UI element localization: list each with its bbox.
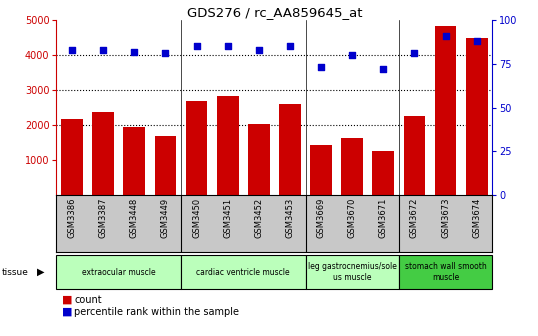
Text: cardiac ventricle muscle: cardiac ventricle muscle [196, 268, 290, 277]
Text: count: count [74, 295, 102, 304]
Bar [341, 138, 363, 195]
Text: ■: ■ [62, 295, 73, 304]
Point [192, 44, 201, 49]
Bar [279, 104, 301, 195]
Text: GSM3672: GSM3672 [410, 198, 419, 238]
Text: GSM3450: GSM3450 [192, 198, 201, 238]
Text: GSM3453: GSM3453 [286, 198, 294, 238]
Text: GSM3386: GSM3386 [68, 198, 76, 238]
Title: GDS276 / rc_AA859645_at: GDS276 / rc_AA859645_at [187, 6, 362, 19]
Point [130, 49, 139, 54]
Text: leg gastrocnemius/sole
us muscle: leg gastrocnemius/sole us muscle [308, 262, 397, 282]
Text: GSM3451: GSM3451 [223, 198, 232, 238]
Point [410, 51, 419, 56]
Bar [56, 255, 181, 289]
Text: extraocular muscle: extraocular muscle [82, 268, 155, 277]
Bar [404, 116, 426, 195]
Text: percentile rank within the sample: percentile rank within the sample [74, 307, 239, 317]
Bar [435, 27, 456, 195]
Point [286, 44, 294, 49]
Text: tissue: tissue [2, 268, 29, 277]
Text: GSM3387: GSM3387 [98, 198, 108, 238]
Point [348, 52, 357, 58]
Bar [93, 113, 114, 195]
Bar [306, 255, 399, 289]
Point [223, 44, 232, 49]
Bar [123, 127, 145, 195]
Text: GSM3669: GSM3669 [316, 198, 325, 238]
Bar [399, 255, 492, 289]
Bar [61, 119, 83, 195]
Text: GSM3449: GSM3449 [161, 198, 170, 238]
Point [441, 33, 450, 39]
Bar [466, 38, 487, 195]
Point [472, 38, 481, 44]
Point [68, 47, 76, 52]
Bar [372, 151, 394, 195]
Text: GSM3673: GSM3673 [441, 198, 450, 238]
Text: GSM3670: GSM3670 [348, 198, 357, 238]
Bar [181, 255, 306, 289]
Bar [310, 144, 332, 195]
Bar [186, 100, 208, 195]
Text: ▶: ▶ [37, 267, 44, 277]
Point [379, 67, 387, 72]
Bar [217, 96, 238, 195]
Bar [154, 136, 176, 195]
Point [99, 47, 108, 52]
Text: GSM3452: GSM3452 [254, 198, 263, 238]
Text: ■: ■ [62, 307, 73, 317]
Point [161, 51, 170, 56]
Text: GSM3671: GSM3671 [379, 198, 388, 238]
Text: stomach wall smooth
muscle: stomach wall smooth muscle [405, 262, 486, 282]
Point [254, 47, 263, 52]
Text: GSM3674: GSM3674 [472, 198, 481, 238]
Text: GSM3448: GSM3448 [130, 198, 139, 238]
Point [317, 65, 325, 70]
Bar [248, 124, 270, 195]
